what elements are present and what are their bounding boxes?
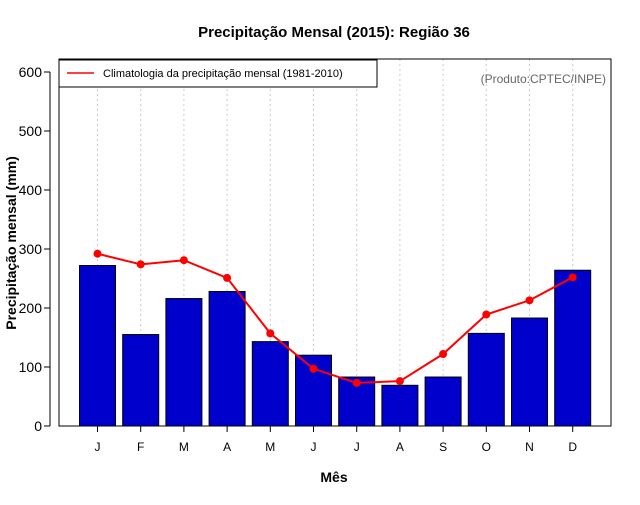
x-tick-label: D bbox=[568, 440, 577, 454]
chart-title: Precipitação Mensal (2015): Região 36 bbox=[198, 24, 470, 41]
climatology-point bbox=[439, 350, 448, 359]
bar-layer bbox=[79, 265, 592, 427]
y-tick-label: 500 bbox=[19, 123, 43, 139]
bar bbox=[165, 298, 203, 427]
bar bbox=[424, 376, 462, 427]
climatology-point bbox=[352, 378, 361, 387]
y-tick-label: 200 bbox=[19, 300, 43, 316]
climatology-point bbox=[309, 364, 318, 373]
bar bbox=[511, 317, 548, 427]
climatology-point bbox=[179, 256, 188, 265]
legend: Climatologia da precipitação mensal (198… bbox=[58, 59, 378, 88]
climatology-point bbox=[223, 273, 232, 282]
plot-frame bbox=[58, 58, 612, 427]
x-tick-label: A bbox=[223, 440, 231, 454]
y-tick-label: 300 bbox=[19, 241, 43, 257]
x-tick-label: M bbox=[265, 440, 275, 454]
source-annotation: (Produto:CPTEC/INPE) bbox=[481, 72, 606, 86]
climatology-point bbox=[395, 377, 404, 386]
climatology-point bbox=[93, 249, 102, 258]
x-tick-label: S bbox=[439, 440, 447, 454]
y-tick-label: 100 bbox=[19, 359, 43, 375]
climatology-point bbox=[568, 273, 577, 282]
y-axis: 0 100 200 300 400 500 600 bbox=[19, 64, 51, 434]
bar bbox=[79, 265, 116, 427]
y-tick-label: 400 bbox=[19, 182, 43, 198]
legend-label: Climatologia da precipitação mensal (198… bbox=[103, 68, 343, 80]
bar bbox=[467, 332, 505, 427]
x-tick-label: O bbox=[482, 440, 491, 454]
bar bbox=[381, 384, 419, 427]
y-axis-label: Precipitação mensal (mm) bbox=[3, 156, 19, 330]
climatology-point bbox=[482, 310, 491, 319]
y-tick-label: 600 bbox=[19, 64, 43, 80]
line-layer bbox=[93, 249, 577, 387]
x-tick-label: N bbox=[525, 440, 534, 454]
x-axis-label: Mês bbox=[320, 469, 347, 485]
legend-box bbox=[58, 59, 378, 88]
x-tick-label: J bbox=[354, 440, 360, 454]
x-tick-label: A bbox=[396, 440, 404, 454]
x-tick-label: F bbox=[137, 440, 144, 454]
bar bbox=[208, 290, 246, 427]
climatology-line bbox=[97, 252, 574, 384]
y-tick-label: 0 bbox=[34, 418, 42, 434]
climatology-point bbox=[266, 329, 275, 338]
x-tick-label: J bbox=[311, 440, 317, 454]
x-tick-label: M bbox=[179, 440, 189, 454]
bar bbox=[554, 269, 592, 427]
x-tick-label: J bbox=[95, 440, 101, 454]
bar bbox=[251, 341, 289, 427]
climatology-point bbox=[136, 260, 145, 269]
climatology-point bbox=[525, 296, 534, 305]
bar bbox=[122, 334, 160, 427]
